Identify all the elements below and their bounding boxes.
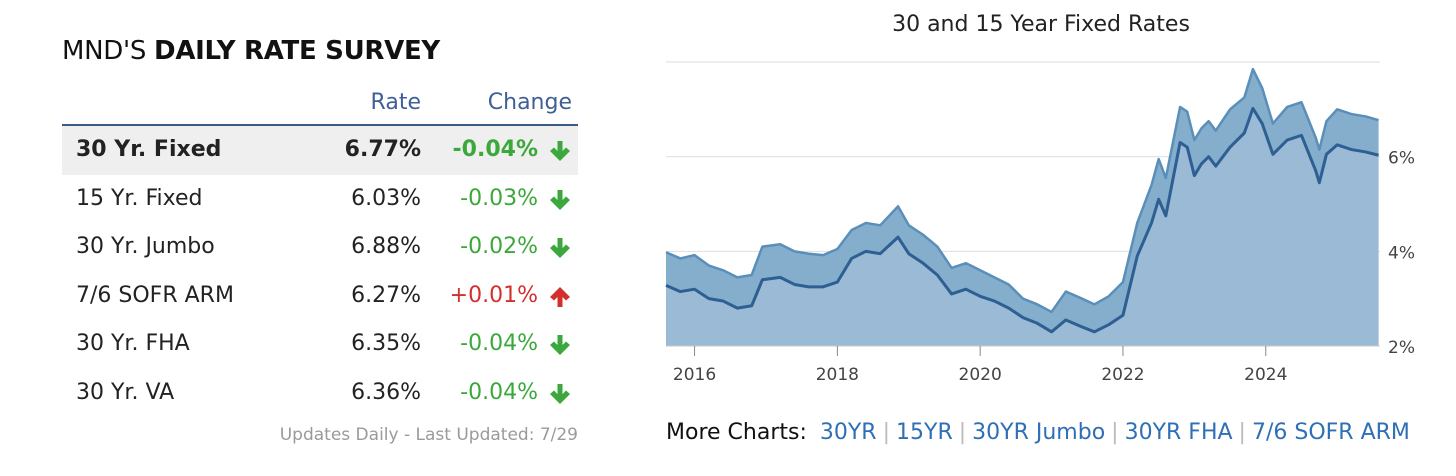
more-charts-link[interactable]: 30YR Jumbo <box>972 420 1106 445</box>
more-charts-link[interactable]: 15YR <box>896 420 953 445</box>
arrow-up-icon <box>550 286 570 307</box>
line-30yr-fixed <box>665 67 1379 314</box>
product-name[interactable]: 15 Yr. Fixed <box>76 185 203 211</box>
change-value: -0.04% <box>460 331 538 356</box>
arrow-down-icon <box>550 189 570 210</box>
x-tick-label: 2024 <box>1244 365 1287 385</box>
rate-value: 6.77% <box>344 137 421 162</box>
more-charts-bar: More Charts: 30YR | 15YR | 30YR Jumbo | 30YR F… <box>666 420 1410 445</box>
link-separator: | <box>882 420 891 445</box>
change-value: -0.04% <box>452 137 538 162</box>
more-charts-link[interactable]: 30YR <box>819 420 877 445</box>
product-name[interactable]: 30 Yr. VA <box>76 379 175 405</box>
rates-area-chart: 2% 4% 6% 2016 2018 2020 2022 2024 <box>665 61 1415 385</box>
rate-value: 6.35% <box>351 331 421 356</box>
rate-value: 6.27% <box>351 282 421 308</box>
link-separator: | <box>1111 420 1119 445</box>
x-tick-label: 2016 <box>673 365 716 385</box>
column-header-rate: Rate <box>370 90 421 115</box>
rate-value: 6.88% <box>351 234 421 259</box>
product-name[interactable]: 30 Yr. FHA <box>76 331 190 356</box>
change-value: -0.04% <box>460 379 538 405</box>
y-tick-label: 2% <box>1388 338 1415 358</box>
rate-table: Rate Change 30 Yr. Fixed 6.77% -0.04% 15 Yr… <box>62 86 578 417</box>
arrow-down-icon <box>550 141 570 161</box>
table-row[interactable]: 30 Yr. Fixed 6.77% -0.04% <box>62 126 578 175</box>
survey-title-bold: DAILY RATE SURVEY <box>154 36 440 66</box>
survey-title: MND'S DAILY RATE SURVEY <box>62 36 440 66</box>
survey-title-prefix: MND'S <box>62 36 147 66</box>
x-tick-label: 2022 <box>1101 365 1144 385</box>
line-15yr-fixed <box>665 106 1379 334</box>
arrow-down-icon <box>550 335 570 355</box>
last-updated-note: Updates Daily - Last Updated: 7/29 <box>279 425 578 445</box>
y-tick-label: 4% <box>1388 243 1415 263</box>
product-name[interactable]: 7/6 SOFR ARM <box>76 282 234 308</box>
more-charts-link[interactable]: 30YR FHA <box>1124 420 1233 445</box>
table-row[interactable]: 30 Yr. VA 6.36% -0.04% <box>62 369 578 418</box>
product-name[interactable]: 30 Yr. Jumbo <box>76 234 215 259</box>
more-charts-label: More Charts: <box>666 420 807 445</box>
table-row[interactable]: 30 Yr. FHA 6.35% -0.04% <box>62 320 578 369</box>
link-separator: | <box>958 420 967 445</box>
link-separator: | <box>1238 420 1246 445</box>
rate-value: 6.03% <box>351 185 421 211</box>
change-value: -0.02% <box>460 234 538 259</box>
arrow-down-icon <box>550 383 570 404</box>
table-row[interactable]: 15 Yr. Fixed 6.03% -0.03% <box>62 175 578 224</box>
product-name[interactable]: 30 Yr. Fixed <box>76 137 222 162</box>
table-row[interactable]: 7/6 SOFR ARM 6.27% +0.01% <box>62 272 578 321</box>
column-header-change: Change <box>487 90 572 115</box>
arrow-down-icon <box>550 238 570 258</box>
chart-title: 30 and 15 Year Fixed Rates <box>892 12 1190 37</box>
rate-value: 6.36% <box>351 379 421 405</box>
x-tick-label: 2018 <box>816 365 859 385</box>
y-tick-label: 6% <box>1388 149 1415 169</box>
rate-table-header: Rate Change <box>62 86 578 126</box>
change-value: +0.01% <box>449 282 538 308</box>
more-charts-link[interactable]: 7/6 SOFR ARM <box>1251 420 1410 445</box>
change-value: -0.03% <box>460 185 538 211</box>
x-tick-label: 2020 <box>959 365 1002 385</box>
table-row[interactable]: 30 Yr. Jumbo 6.88% -0.02% <box>62 223 578 272</box>
